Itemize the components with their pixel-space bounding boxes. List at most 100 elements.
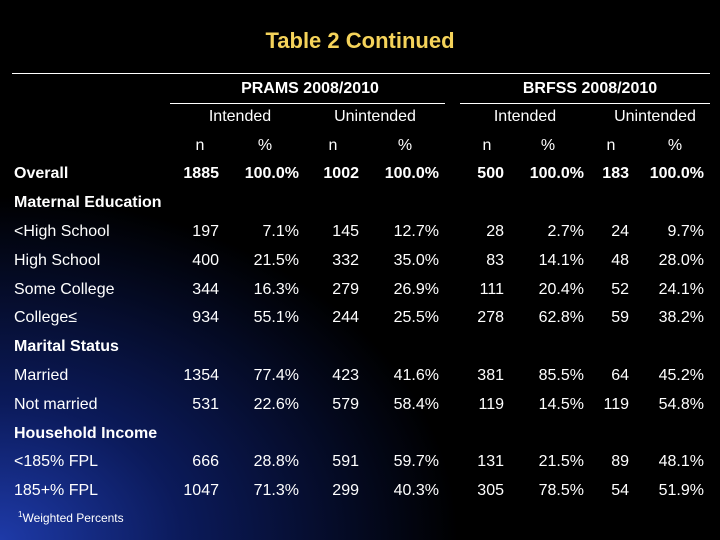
group-header-brfss: BRFSS 2008/2010 (522, 80, 658, 97)
table-row: High School 400 21.5% 332 35.0% 83 14.1% 48 28.0… (14, 246, 704, 275)
table-row: <High School 197 7.1% 145 12.7% 28 2.7% 24 9.7% (14, 218, 704, 247)
column-header-percent: % (667, 137, 683, 154)
table-cell: 279 (332, 280, 359, 298)
slide-title: Table 2 Continued (265, 28, 455, 53)
table-cell: 28.0% (658, 251, 704, 269)
table-cell: 1047 (183, 482, 219, 500)
subgroup-header-brfss-intended: Intended (493, 108, 557, 125)
row-label: <High School (14, 222, 110, 240)
table-row: College≤ 934 55.1% 244 25.5% 278 62.8% 59 38.2% (14, 304, 704, 333)
table-cell: 16.3% (253, 280, 299, 298)
row-label: High School (14, 251, 101, 269)
column-header-percent: % (397, 137, 413, 154)
table-cell: 85.5% (538, 366, 584, 384)
group-underline-prams (170, 103, 445, 104)
table-cell: 100.0% (384, 165, 439, 183)
table-cell: 21.5% (538, 453, 584, 471)
table-cell: 100.0% (649, 165, 704, 183)
row-label: <185% FPL (14, 453, 99, 471)
table-cell: 22.6% (253, 395, 299, 413)
table-row: Some College 344 16.3% 279 26.9% 111 20.4% 52 24… (14, 275, 704, 304)
row-label: Married (14, 366, 69, 384)
section-label: Household Income (14, 424, 158, 442)
table-cell: 100.0% (244, 165, 299, 183)
row-label: 185+% FPL (14, 482, 99, 500)
table-cell: 58.4% (393, 395, 439, 413)
group-header-prams: PRAMS 2008/2010 (241, 80, 379, 97)
column-header-n: n (482, 137, 492, 154)
table-cell: 26.9% (393, 280, 439, 298)
footnote-marker: 1 (18, 510, 23, 519)
table-cell: 78.5% (538, 482, 584, 500)
subgroup-header-prams-unintended: Unintended (334, 108, 416, 125)
row-label: Overall (14, 165, 69, 183)
row-label: College≤ (14, 309, 78, 327)
table-cell: 666 (192, 453, 219, 471)
column-header-n: n (195, 137, 205, 154)
table-cell: 89 (611, 453, 629, 471)
table-cell: 7.1% (262, 222, 299, 240)
table-cell: 145 (332, 222, 359, 240)
footnote: 1Weighted Percents (18, 510, 124, 525)
table-cell: 934 (192, 309, 219, 327)
table-cell: 591 (332, 453, 359, 471)
table-cell: 51.9% (658, 482, 704, 500)
table-cell: 14.5% (538, 395, 584, 413)
table-cell: 35.0% (393, 251, 439, 269)
table-cell: 54 (611, 482, 629, 500)
table-cell: 400 (192, 251, 219, 269)
table-cell: 579 (332, 395, 359, 413)
table-row: Not married 531 22.6% 579 58.4% 119 14.5% 119 54… (14, 390, 704, 419)
table-cell: 183 (602, 165, 629, 183)
table-cell: 64 (611, 366, 629, 384)
table-cell: 77.4% (253, 366, 299, 384)
subgroup-header-prams-intended: Intended (208, 108, 272, 125)
table-cell: 531 (192, 395, 219, 413)
section-label: Maternal Education (14, 194, 162, 212)
table-cell: 278 (477, 309, 504, 327)
table-cell: 25.5% (393, 309, 439, 327)
table-cell: 24.1% (658, 280, 704, 298)
table-cell: 71.3% (253, 482, 299, 500)
table-cell: 28 (486, 222, 504, 240)
column-header-n: n (606, 137, 616, 154)
section-row: Maternal Education (14, 189, 704, 218)
table-cell: 45.2% (658, 366, 704, 384)
table-cell: 1354 (183, 366, 219, 384)
table-cell: 14.1% (538, 251, 584, 269)
table-cell: 131 (477, 453, 504, 471)
table-cell: 2.7% (547, 222, 584, 240)
row-label: Not married (14, 395, 98, 413)
column-header-n: n (328, 137, 338, 154)
column-header-percent: % (257, 137, 273, 154)
table-cell: 305 (477, 482, 504, 500)
table-cell: 24 (611, 222, 629, 240)
table-cell: 38.2% (658, 309, 704, 327)
table-cell: 344 (192, 280, 219, 298)
table-cell: 59.7% (393, 453, 439, 471)
table-cell: 119 (603, 395, 629, 413)
table-cell: 299 (332, 482, 359, 500)
table-cell: 111 (479, 280, 504, 298)
column-header-percent: % (540, 137, 556, 154)
footnote-text: Weighted Percents (22, 511, 124, 525)
table-cell: 48 (611, 251, 629, 269)
table-cell: 59 (611, 309, 629, 327)
section-label: Marital Status (14, 338, 119, 356)
table-cell: 21.5% (253, 251, 299, 269)
table-cell: 197 (192, 222, 219, 240)
table-cell: 9.7% (667, 222, 704, 240)
table-cell: 20.4% (538, 280, 584, 298)
table-cell: 332 (332, 251, 359, 269)
table-cell: 100.0% (529, 165, 584, 183)
table-cell: 1885 (183, 165, 219, 183)
group-underline-brfss (460, 103, 710, 104)
table-cell: 54.8% (658, 395, 704, 413)
data-table: Overall 1885 100.0% 1002 100.0% 500 100.0% 183 1… (14, 160, 704, 506)
table-cell: 40.3% (393, 482, 439, 500)
table-row: Overall 1885 100.0% 1002 100.0% 500 100.0% 183 1… (14, 160, 704, 189)
table-cell: 119 (478, 395, 504, 413)
table-row: Married 1354 77.4% 423 41.6% 381 85.5% 64 45.2% (14, 362, 704, 391)
table-cell: 12.7% (393, 222, 439, 240)
table-cell: 55.1% (253, 309, 299, 327)
